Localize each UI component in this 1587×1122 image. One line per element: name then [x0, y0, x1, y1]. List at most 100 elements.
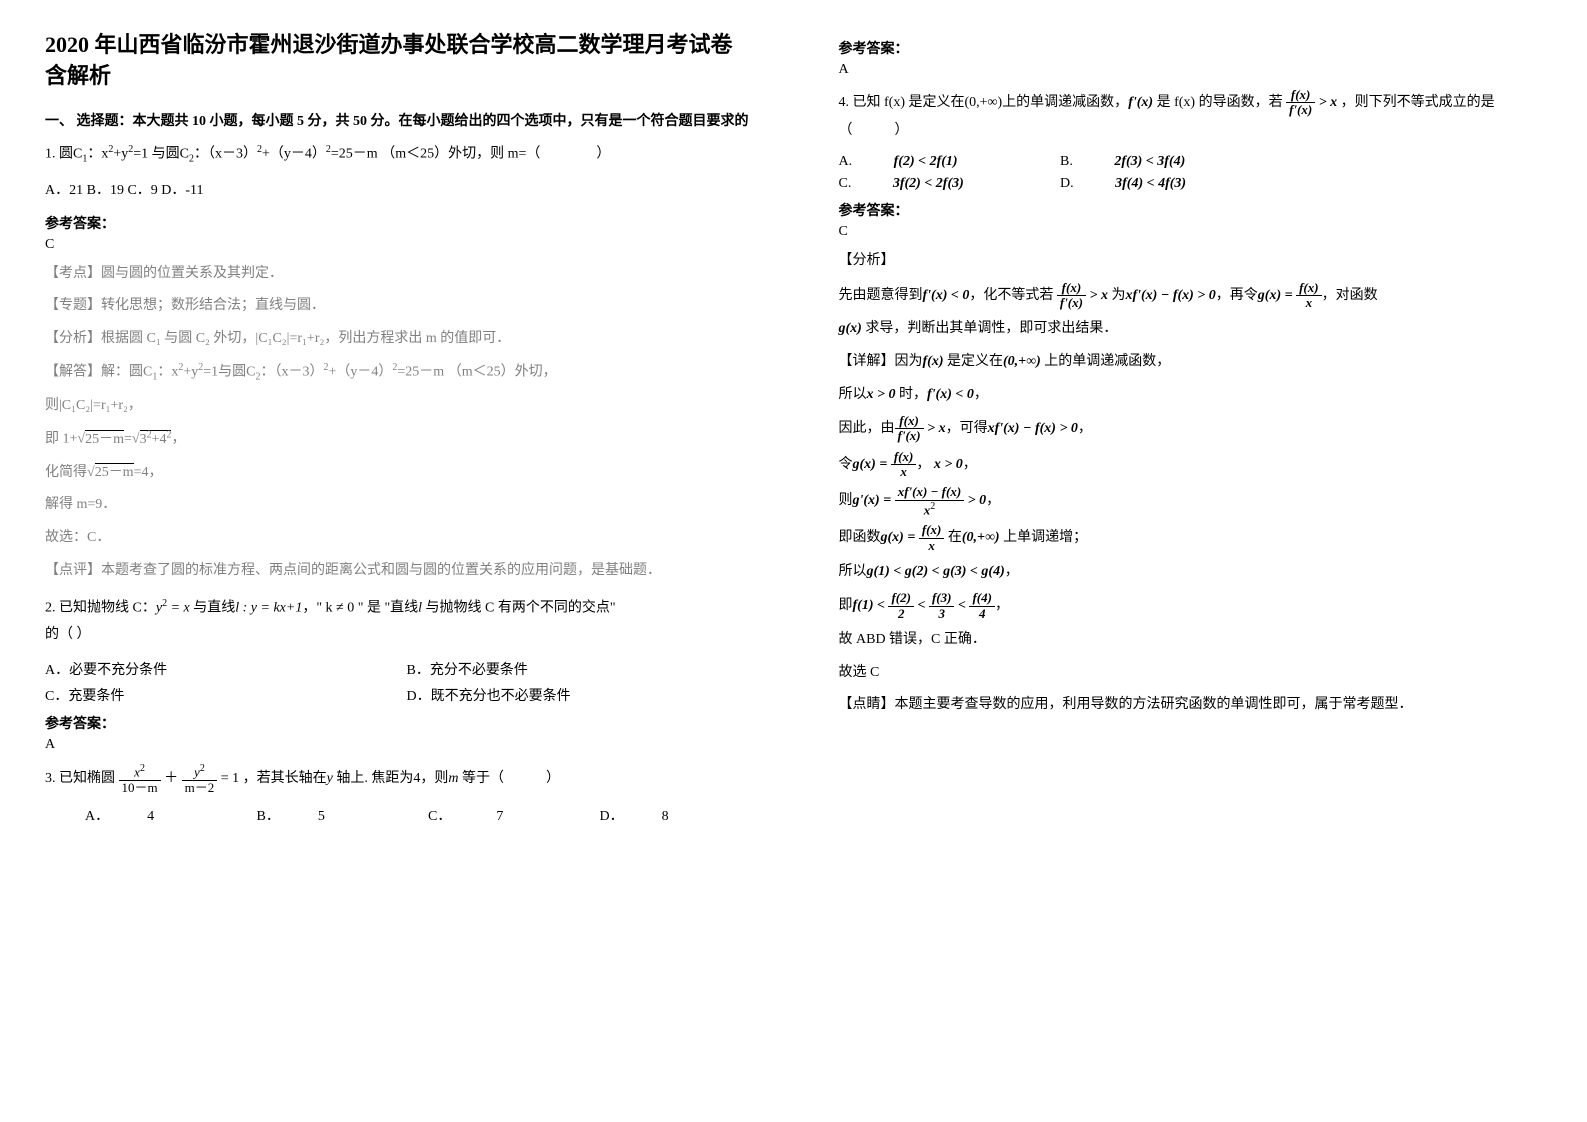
- q1-jd4-r: 25－m: [95, 463, 134, 480]
- q1-kp-text: 圆与圆的位置关系及其判定．: [101, 266, 283, 281]
- q1-jd1a: 解：圆: [101, 365, 143, 380]
- q4-fx-label: 【分析】: [839, 248, 1543, 275]
- q2-ans-label: 参考答案：: [45, 713, 749, 733]
- q4-s1g: ，对函数: [1322, 288, 1378, 303]
- q1-fx-label: 【分析】: [45, 331, 101, 346]
- q1-fx-text: 根据圆 C₁ 与圆 C₂ 外切，|C₁C₂|=r₁+r₂，列出方程求出 m 的值…: [101, 331, 510, 346]
- q1-jd3-r2c: +4: [152, 432, 167, 447]
- q1-jd3-r2a: 3: [140, 432, 147, 447]
- q1-jd4: 化简得√25－m=4，: [45, 460, 749, 487]
- q4-l11: 故选 C: [839, 660, 1543, 687]
- q2-ans: A: [45, 737, 749, 753]
- q3-oc: C． 7: [428, 805, 558, 825]
- q1-ans-label: 参考答案：: [45, 213, 749, 233]
- q1-jd4-pre: 化简得: [45, 465, 87, 480]
- q1-c1c: ：x: [87, 146, 108, 161]
- q2-b: 与直线: [190, 601, 236, 616]
- section-1-head: 一、 选择题：本大题共 10 小题，每小题 5 分，共 50 分。在每小题给出的…: [45, 110, 749, 130]
- q2-optA: A．必要不充分条件: [45, 659, 365, 679]
- q4-xje: 上的单调递减函数，: [1041, 354, 1171, 369]
- q3-plus: ＋: [164, 771, 178, 786]
- q1-jd1-c2a: C: [246, 365, 255, 380]
- q2-c: ，" k ≠ 0 " 是 "直线: [302, 601, 418, 616]
- q3-m: m: [448, 771, 458, 786]
- q4-l4: 因此，由f(x)f'(x) > x，可得xf'(x) − f(x) > 0，: [839, 414, 1543, 444]
- q4-s2: g(x) 求导，判断出其单调性，即可求出结果．: [839, 316, 1543, 343]
- q1-jd1-c1c: ：x: [157, 365, 178, 380]
- question-1: 1. 圆C1：x2+y2=1 与圆C2：（x－3）2+（y－4）2=25－m （…: [45, 140, 749, 168]
- q2-eq1c: = x: [167, 601, 190, 616]
- left-column: 2020 年山西省临汾市霍州退沙街道办事处联合学校高二数学理月考试卷含解析 一、…: [0, 0, 794, 1122]
- q1-jd1: 【解答】解：圆C1：x2+y2=1与圆C2：（x－3）2+（y－4）2=25－m…: [45, 358, 749, 386]
- q4-s1e: xf'(x) − f(x) > 0: [1125, 288, 1215, 303]
- q3-oa: A．4: [85, 805, 215, 825]
- q3-f1: x210－m: [119, 763, 161, 795]
- q3-f2nb: 2: [200, 763, 205, 774]
- q2-opts-1: A．必要不充分条件 B．充分不必要条件: [45, 659, 749, 679]
- q3-f2d: m－2: [182, 781, 218, 795]
- q1-dp-label: 【点评】: [45, 563, 101, 578]
- q4-ineq-d: f'(x): [1289, 102, 1312, 117]
- q4-l3: 所以x > 0 时，f'(x) < 0，: [839, 382, 1543, 409]
- q4-s1d: 为: [1111, 288, 1125, 303]
- q4-fpx: f'(x): [1128, 95, 1153, 110]
- q1-tail: （m＜25）外切，则 m=（ ）: [381, 146, 610, 161]
- q1-jd1-mid: 与圆: [218, 365, 246, 380]
- question-2: 2. 已知抛物线 C：y2 = x 与直线l : y = kx+1，" k ≠ …: [45, 594, 749, 649]
- q4-s1c: ，化不等式若: [969, 288, 1053, 303]
- q1-jd3: 即 1+√25－m=√32+42，: [45, 425, 749, 453]
- q1-c1a: C: [73, 146, 82, 161]
- q2-e: 的（ ）: [45, 622, 749, 649]
- q1-opts: A．21 B．19 C．9 D．-11: [45, 178, 749, 205]
- q4-ans: C: [839, 224, 1543, 240]
- q1-c2g: =25－m: [331, 146, 378, 161]
- q3-od: D．8: [600, 805, 707, 825]
- q3-d: ，则: [420, 771, 448, 786]
- q3-ob: B．5: [257, 805, 387, 825]
- q1-jd3-r1: 25－m: [85, 430, 124, 447]
- q1-ans: C: [45, 237, 749, 253]
- q1-dp-text: 本题考查了圆的标准方程、两点间的距离公式和圆与圆的位置关系的应用问题，是基础题．: [101, 563, 661, 578]
- q1-jd5: 解得 m=9．: [45, 492, 749, 519]
- q1-kp-label: 【考点】: [45, 266, 101, 281]
- right-column: 参考答案： A 4. 已知 f(x) 是定义在(0,+∞)上的单调递减函数，f'…: [794, 0, 1587, 1122]
- question-4: 4. 已知 f(x) 是定义在(0,+∞)上的单调递减函数，f'(x) 是 f(…: [839, 88, 1543, 144]
- q4-ans-label: 参考答案：: [839, 200, 1543, 220]
- q4-ds: 【点睛】本题主要考查导数的应用，利用导数的方法研究函数的单调性即可，属于常考题型…: [839, 692, 1543, 719]
- q4-s1g-frac: f(x)x: [1296, 281, 1322, 311]
- q2-opts-2: C．充要条件 D．既不充分也不必要条件: [45, 685, 749, 705]
- q1-pre: 1. 圆: [45, 146, 73, 161]
- q4-l5: 令g(x) = f(x)x， x > 0，: [839, 450, 1543, 480]
- q1-fx: 【分析】根据圆 C₁ 与圆 C₂ 外切，|C₁C₂|=r₁+r₂，列出方程求出 …: [45, 326, 749, 353]
- q1-zt-label: 【专题】: [45, 298, 101, 313]
- q1-c2a: C: [180, 146, 189, 161]
- q4-s1geq: g(x) =: [1258, 288, 1296, 303]
- q4-s2b: 求导，判断出其单调性，即可求出结果．: [862, 321, 1118, 336]
- q4-ineq-gt: > x: [1315, 95, 1337, 110]
- q1-mid: 与圆: [152, 146, 180, 161]
- q4-xjb: f(x): [923, 354, 944, 369]
- q4-oa: A. f(2) < 2f(1): [839, 154, 1019, 170]
- q1-zt-text: 转化思想；数形结合法；直线与圆．: [101, 298, 325, 313]
- q3-e: 等于（ ）: [459, 771, 561, 786]
- q3-b: ，若其长轴在: [243, 771, 327, 786]
- q4-l8: 所以g(1) < g(2) < g(3) < g(4)，: [839, 559, 1543, 586]
- q4-xja: 因为: [895, 354, 923, 369]
- q1-c1g: =1: [133, 146, 148, 161]
- q3-f1d: 10－m: [119, 781, 161, 795]
- q1-jd1-c1a: C: [143, 365, 152, 380]
- q4-opts-1: A. f(2) < 2f(1) B. 2f(3) < 3f(4): [839, 154, 1543, 170]
- q1-jd6: 故选：C．: [45, 525, 749, 552]
- q4-od: D. 3f(4) < 4f(3): [1060, 176, 1186, 192]
- q1-zt: 【专题】转化思想；数形结合法；直线与圆．: [45, 293, 749, 320]
- q4-ds-label: 【点睛】: [839, 697, 895, 712]
- q3-f2: y2m－2: [182, 763, 218, 795]
- q4-ds-text: 本题主要考查导数的应用，利用导数的方法研究函数的单调性即可，属于常考题型．: [895, 697, 1413, 712]
- q2-optC: C．充要条件: [45, 685, 365, 705]
- q1-c2c: ：（x－3）: [194, 146, 257, 161]
- q4-oc: C. 3f(2) < 2f(3): [839, 176, 1019, 192]
- q1-jd1-c1g: =1: [203, 365, 218, 380]
- q4-ob: B. 2f(3) < 3f(4): [1060, 154, 1185, 170]
- q4-b: 是 f(x) 的导函数，若: [1153, 95, 1286, 110]
- q3-f1nb: 2: [140, 763, 145, 774]
